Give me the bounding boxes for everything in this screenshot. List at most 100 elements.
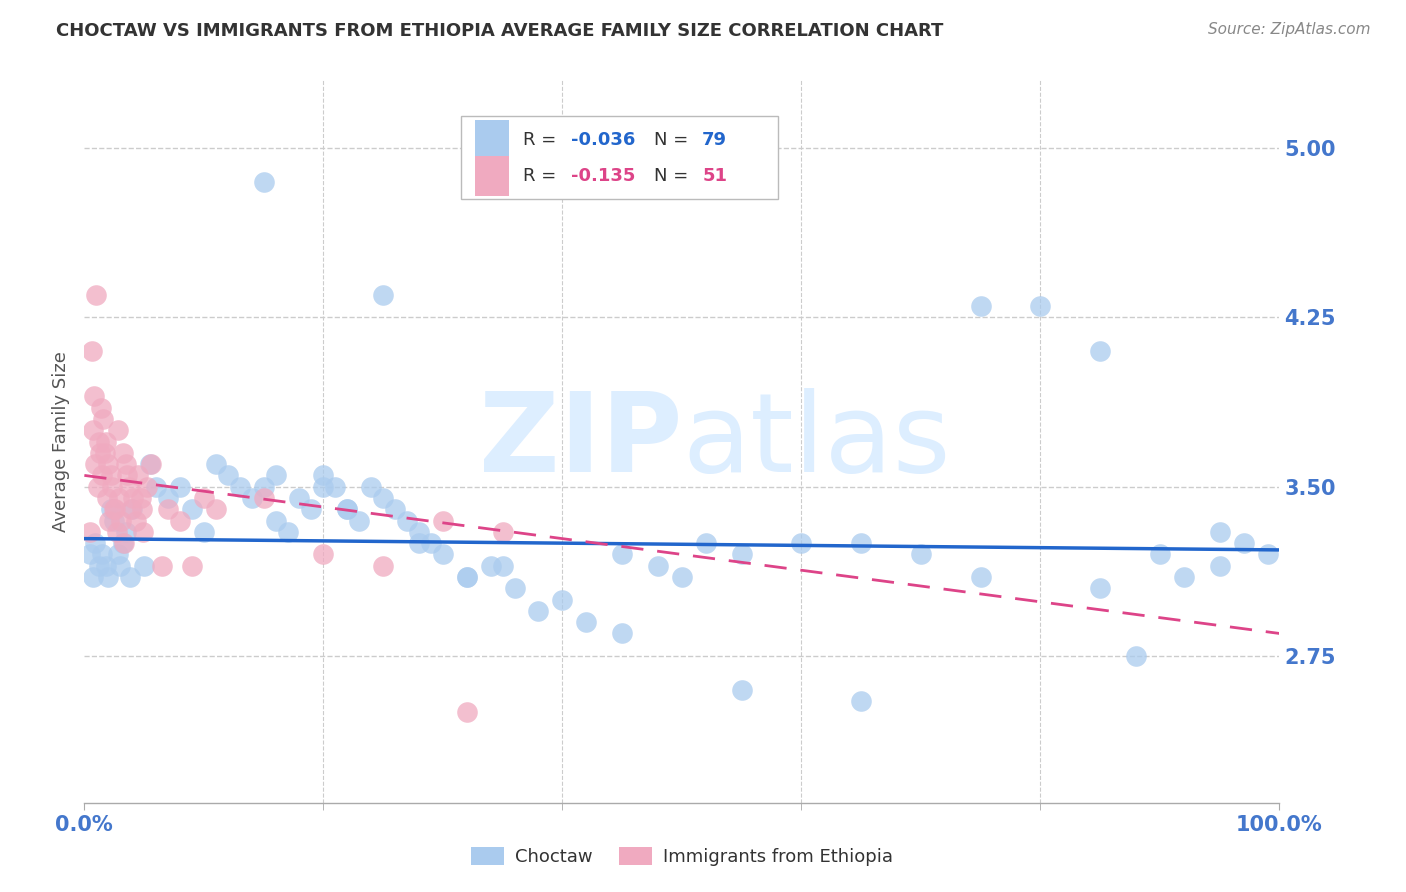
Point [264,514,287,528]
Point [111,536,134,550]
Point [647,558,669,573]
Point [217,468,239,483]
Point [129,491,152,505]
Text: N =: N = [654,130,695,149]
Text: CHOCTAW VS IMMIGRANTS FROM ETHIOPIA AVERAGE FAMILY SIZE CORRELATION CHART: CHOCTAW VS IMMIGRANTS FROM ETHIOPIA AVER… [56,22,943,40]
Point [169,514,191,528]
Point [118,570,141,584]
Point [93,446,115,460]
Point [527,604,550,618]
Text: atlas: atlas [682,388,950,495]
FancyBboxPatch shape [475,120,509,160]
Point [420,536,443,550]
Point [132,524,155,539]
Point [312,480,335,494]
Point [157,491,180,505]
Point [970,570,993,584]
Point [503,582,526,596]
FancyBboxPatch shape [475,156,509,196]
Point [373,287,395,301]
Point [790,536,813,550]
Point [264,468,287,483]
Point [97,570,120,584]
Point [83,389,105,403]
Text: -0.135: -0.135 [571,167,636,186]
Point [80,344,103,359]
Point [695,536,717,550]
Y-axis label: Average Family Size: Average Family Size [52,351,70,532]
Point [1233,536,1256,550]
Text: 79: 79 [702,130,727,149]
Point [373,558,395,573]
Point [193,491,215,505]
Point [240,491,263,505]
Text: -0.036: -0.036 [571,130,636,149]
Point [100,468,122,483]
Point [288,491,311,505]
Point [551,592,574,607]
Point [349,514,371,528]
Point [103,502,125,516]
Point [312,548,335,562]
Point [107,548,129,562]
Point [1090,582,1112,596]
Point [107,423,129,437]
Point [1029,299,1052,313]
Point [575,615,598,630]
Point [492,524,515,539]
Point [253,480,276,494]
Point [105,524,128,539]
Point [110,514,132,528]
Point [84,457,107,471]
Point [87,434,110,449]
Point [336,502,359,516]
Point [89,446,111,460]
Point [108,491,131,505]
Point [127,468,149,483]
Point [1149,548,1171,562]
Point [910,548,932,562]
Point [115,524,138,539]
Point [82,423,104,437]
Text: R =: R = [523,130,562,149]
Point [90,401,112,415]
Point [91,468,114,483]
Text: R =: R = [523,167,562,186]
Point [181,502,204,516]
Point [169,480,191,494]
Point [205,502,228,516]
Point [121,502,143,516]
Point [103,514,125,528]
Point [1209,524,1232,539]
Point [100,502,122,516]
Point [94,558,117,573]
Point [336,502,359,516]
Point [301,502,323,516]
Point [101,480,124,494]
Point [253,491,276,505]
Point [492,558,515,573]
Point [1257,548,1279,562]
Point [84,536,107,550]
FancyBboxPatch shape [461,117,778,200]
Point [111,446,134,460]
Point [396,514,419,528]
Point [82,570,104,584]
Text: ZIP: ZIP [478,388,682,495]
Point [96,491,118,505]
Point [970,299,993,313]
Point [1090,344,1112,359]
Point [851,536,873,550]
Point [98,514,121,528]
Point [1125,648,1147,663]
Point [87,558,110,573]
Text: Source: ZipAtlas.com: Source: ZipAtlas.com [1208,22,1371,37]
Point [360,480,382,494]
Legend: Choctaw, Immigrants from Ethiopia: Choctaw, Immigrants from Ethiopia [464,839,900,873]
Point [132,558,156,573]
Point [79,524,101,539]
Point [139,457,162,471]
Point [479,558,502,573]
Point [91,548,114,562]
Point [851,694,873,708]
